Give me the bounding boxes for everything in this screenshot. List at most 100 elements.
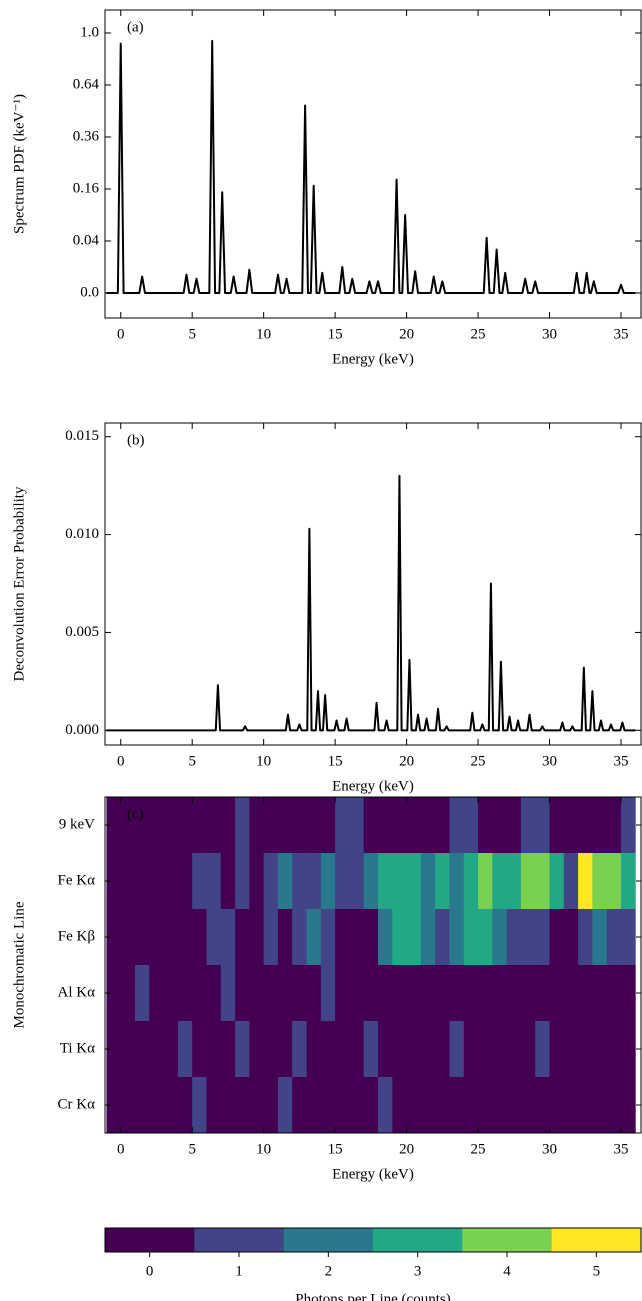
- heatmap-cell: [463, 853, 479, 910]
- heatmap-cell: [220, 853, 236, 910]
- heatmap-cell: [378, 1021, 393, 1078]
- heatmap-cell: [192, 1077, 207, 1134]
- heatmap-cell: [349, 1077, 365, 1134]
- heatmap-cell: [592, 909, 608, 966]
- heatmap-cell: [292, 1021, 307, 1078]
- heatmap-cell: [320, 909, 336, 966]
- y-tick-label: Cr Kα: [58, 1096, 96, 1112]
- heatmap-cell: [363, 797, 379, 854]
- heatmap-cell: [406, 909, 422, 966]
- heatmap-cell: [420, 1077, 436, 1134]
- y-tick-label: 0.0: [80, 284, 99, 300]
- heatmap-cell: [249, 853, 265, 910]
- heatmap-cell: [177, 1021, 193, 1078]
- panel-label: (b): [127, 432, 145, 448]
- heatmap-cell: [549, 965, 565, 1022]
- axes-frame: [104, 9, 642, 319]
- heatmap-cell: [335, 1021, 350, 1078]
- heatmap-cell: [492, 1077, 508, 1134]
- colorbar-swatch: [373, 1228, 463, 1252]
- heatmap-cell: [106, 853, 122, 910]
- heatmap-cell: [206, 1077, 222, 1134]
- heatmap-cell: [463, 1021, 479, 1078]
- heatmap-cell: [349, 965, 365, 1022]
- heatmap-cell: [549, 797, 565, 854]
- colorbar-tick-label: 0: [146, 1263, 154, 1279]
- heatmap-cell: [292, 797, 307, 854]
- heatmap-cell: [578, 965, 593, 1022]
- heatmap-cell: [120, 965, 136, 1022]
- heatmap-cell: [520, 797, 536, 854]
- heatmap-cell: [463, 797, 479, 854]
- heatmap-cell: [592, 1021, 608, 1078]
- heatmap-cell: [349, 853, 365, 910]
- x-tick-label: 0: [117, 1141, 125, 1157]
- heatmap-cell: [177, 797, 193, 854]
- heatmap-cell: [149, 1077, 165, 1134]
- x-tick-label: 35: [613, 1141, 628, 1157]
- heatmap-cell: [192, 797, 207, 854]
- heatmap-cell: [606, 909, 622, 966]
- heatmap-cell: [549, 909, 565, 966]
- colorbar-label: Photons per Line (counts): [295, 1291, 450, 1301]
- heatmap-cell: [135, 853, 150, 910]
- heatmap-cell: [277, 853, 293, 910]
- heatmap-cell: [120, 1077, 136, 1134]
- heatmap-cell: [306, 965, 322, 1022]
- heatmap-cell: [106, 1077, 122, 1134]
- y-tick-label: Fe Kα: [58, 872, 96, 888]
- heatmap-cell: [349, 909, 365, 966]
- spectrum-line: [106, 474, 636, 732]
- heatmap-cell: [449, 1077, 465, 1134]
- heatmap-cell: [249, 1077, 265, 1134]
- heatmap-cell: [163, 965, 179, 1022]
- x-tick-label: 20: [399, 326, 414, 342]
- heatmap-cell: [420, 909, 436, 966]
- heatmap-cell: [506, 965, 522, 1022]
- heatmap-cell: [620, 853, 636, 910]
- heatmap-cell: [406, 1077, 422, 1134]
- heatmap-cell: [578, 1021, 593, 1078]
- heatmap-cell: [463, 909, 479, 966]
- x-tick-label: 10: [256, 1141, 271, 1157]
- x-tick-label: 25: [471, 753, 486, 769]
- heatmap-cell: [363, 965, 379, 1022]
- heatmap-cell: [335, 797, 350, 854]
- heatmap-cell: [620, 797, 636, 854]
- heatmap-cell: [292, 1077, 307, 1134]
- heatmap-cell: [435, 1021, 450, 1078]
- heatmap-cell: [120, 1021, 136, 1078]
- heatmap-cell: [578, 909, 593, 966]
- x-tick-label: 15: [328, 326, 343, 342]
- heatmap-cell: [406, 853, 422, 910]
- heatmap-cell: [535, 909, 550, 966]
- heatmap-cell: [563, 853, 579, 910]
- heatmap-cell: [235, 1021, 250, 1078]
- heatmap-cell: [120, 909, 136, 966]
- heatmap-cell: [535, 965, 550, 1022]
- heatmap-cell: [492, 1021, 508, 1078]
- heatmap-cell: [163, 1021, 179, 1078]
- heatmap-cell: [620, 1021, 636, 1078]
- heatmap-cell: [249, 1021, 265, 1078]
- heatmap-cell: [106, 797, 122, 854]
- x-tick-label: 15: [328, 753, 343, 769]
- heatmap-cell: [492, 909, 508, 966]
- y-axis-label: Spectrum PDF (keV⁻¹): [11, 94, 27, 234]
- heatmap-cell: [606, 965, 622, 1022]
- heatmap-cell: [135, 909, 150, 966]
- heatmap-cell: [420, 965, 436, 1022]
- heatmap-cell: [235, 853, 250, 910]
- heatmap-cell: [135, 797, 150, 854]
- y-tick-label: 0.000: [65, 722, 99, 738]
- heatmap-cell: [506, 909, 522, 966]
- heatmap-cell: [235, 965, 250, 1022]
- heatmap-cell: [506, 1021, 522, 1078]
- heatmap-cell: [478, 909, 493, 966]
- heatmap-cell: [406, 797, 422, 854]
- heatmap-cell: [392, 1077, 407, 1134]
- heatmap-cell: [478, 1077, 493, 1134]
- heatmap-cell: [306, 853, 322, 910]
- heatmap-cell: [263, 1077, 279, 1134]
